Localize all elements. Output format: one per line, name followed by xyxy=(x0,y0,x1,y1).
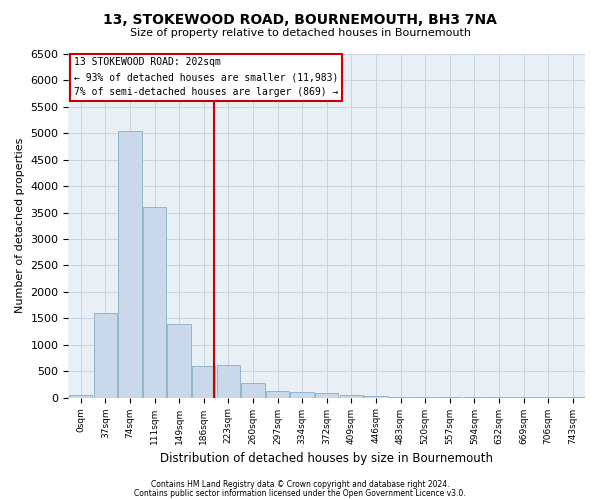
Bar xyxy=(290,392,314,398)
Bar xyxy=(389,397,412,398)
Bar xyxy=(364,396,388,398)
Bar xyxy=(413,397,437,398)
Bar xyxy=(94,313,117,398)
Y-axis label: Number of detached properties: Number of detached properties xyxy=(15,138,25,314)
Bar xyxy=(192,366,215,398)
Bar xyxy=(167,324,191,398)
Text: Contains HM Land Registry data © Crown copyright and database right 2024.: Contains HM Land Registry data © Crown c… xyxy=(151,480,449,489)
Text: Contains public sector information licensed under the Open Government Licence v3: Contains public sector information licen… xyxy=(134,489,466,498)
Bar xyxy=(217,365,240,398)
Bar xyxy=(315,394,338,398)
Bar xyxy=(118,130,142,398)
Bar xyxy=(340,395,363,398)
Text: 13, STOKEWOOD ROAD, BOURNEMOUTH, BH3 7NA: 13, STOKEWOOD ROAD, BOURNEMOUTH, BH3 7NA xyxy=(103,12,497,26)
Bar xyxy=(241,383,265,398)
Bar xyxy=(266,390,289,398)
X-axis label: Distribution of detached houses by size in Bournemouth: Distribution of detached houses by size … xyxy=(160,452,493,465)
Text: Size of property relative to detached houses in Bournemouth: Size of property relative to detached ho… xyxy=(130,28,470,38)
Bar xyxy=(69,395,92,398)
Text: 13 STOKEWOOD ROAD: 202sqm
← 93% of detached houses are smaller (11,983)
7% of se: 13 STOKEWOOD ROAD: 202sqm ← 93% of detac… xyxy=(74,58,338,97)
Bar xyxy=(143,208,166,398)
